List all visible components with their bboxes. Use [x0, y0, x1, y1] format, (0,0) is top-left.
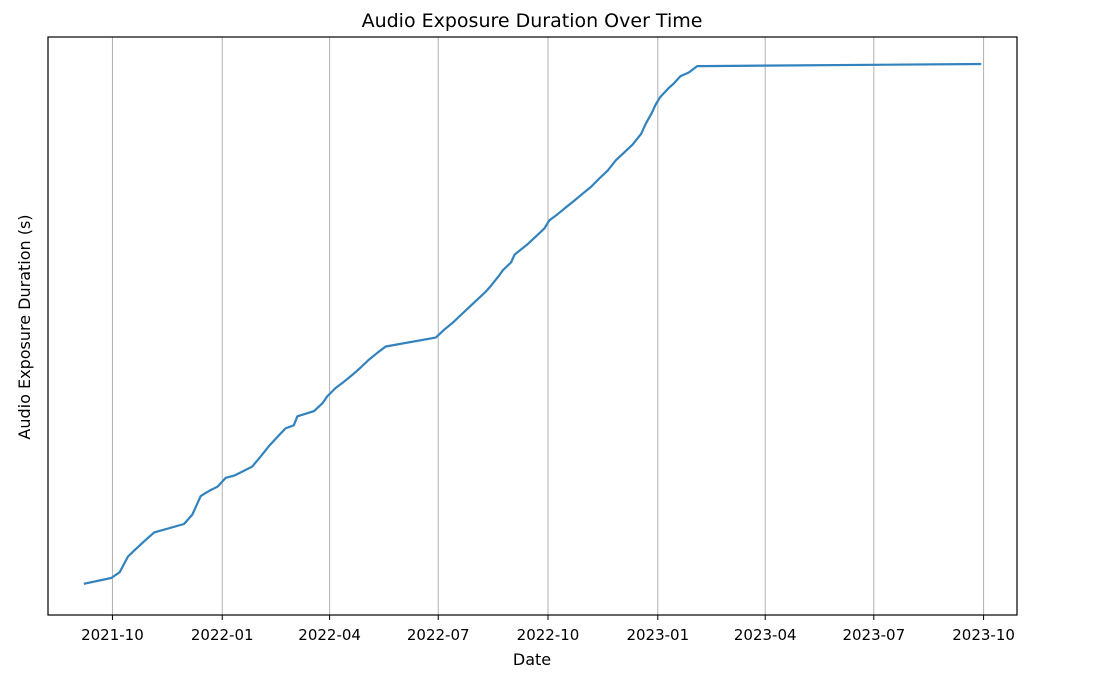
x-tick-label-0: 2021-10	[81, 626, 144, 644]
x-tick-label-8: 2023-10	[952, 626, 1015, 644]
plot-frame	[47, 36, 1018, 616]
x-axis-ticks: 2021-10 2022-01 2022-04 2022-07 2022-10 2023-…	[81, 615, 1015, 644]
x-tick-label-1: 2022-01	[191, 626, 254, 644]
x-tick-label-2: 2022-04	[298, 626, 361, 644]
gridlines	[111, 37, 985, 615]
chart-title: Audio Exposure Duration Over Time	[362, 10, 703, 32]
x-tick-label-7: 2023-07	[842, 626, 905, 644]
x-tick-label-6: 2023-04	[734, 626, 797, 644]
y-axis-label: Audio Exposure Duration (s)	[15, 214, 34, 439]
x-tick-label-3: 2022-07	[407, 626, 470, 644]
series-line-0	[83, 62, 982, 585]
x-axis-label: Date	[513, 650, 551, 669]
series-layer	[83, 62, 982, 585]
x-tick-label-5: 2023-01	[626, 626, 689, 644]
x-tick-label-4: 2022-10	[517, 626, 580, 644]
